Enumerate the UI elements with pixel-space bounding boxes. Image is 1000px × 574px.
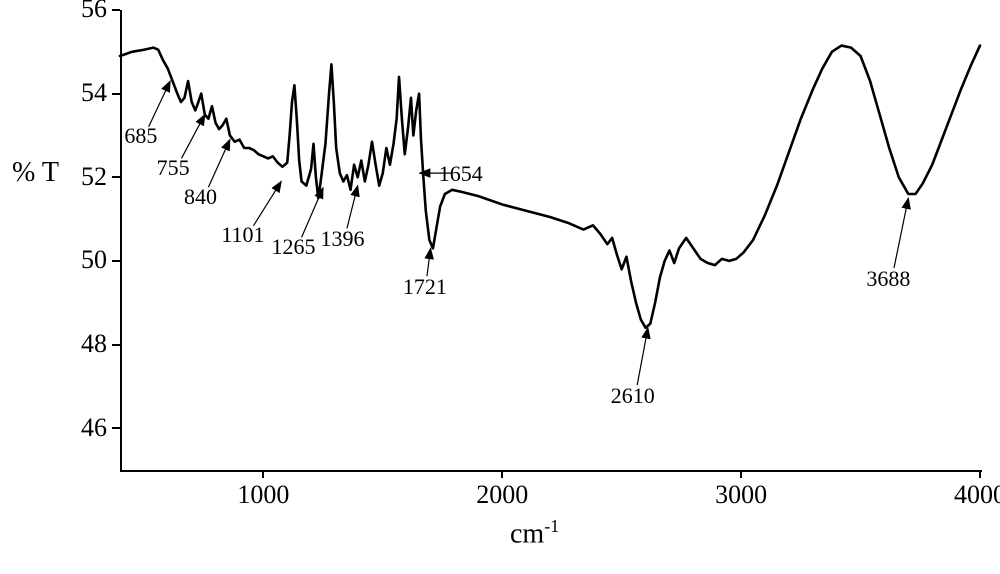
peak-label-1265: 1265 [272,234,316,260]
peak-arrow-1721 [427,248,431,276]
peak-label-3688: 3688 [866,266,910,292]
ir-spectrum-chart: % T cm-1 4648505254561000200030004000685… [0,0,1000,574]
peak-label-1101: 1101 [221,222,264,248]
spectrum-trace [120,46,980,328]
peak-label-840: 840 [184,184,217,210]
peak-arrow-1396 [347,186,358,229]
peak-label-685: 685 [124,123,157,149]
plot-svg [0,0,1000,574]
peak-label-1396: 1396 [320,226,364,252]
peak-arrow-3688 [894,198,908,268]
peak-arrow-1101 [253,181,281,225]
peak-arrow-685 [149,81,171,127]
peak-label-1654: 1654 [439,161,483,187]
peak-arrow-840 [208,140,230,188]
peak-label-1721: 1721 [403,274,447,300]
peak-arrow-2610 [637,328,648,385]
peak-label-755: 755 [157,155,190,181]
peak-arrow-755 [182,115,205,159]
peak-label-2610: 2610 [611,383,655,409]
